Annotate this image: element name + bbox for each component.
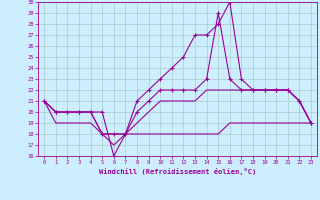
X-axis label: Windchill (Refroidissement éolien,°C): Windchill (Refroidissement éolien,°C) xyxy=(99,168,256,175)
